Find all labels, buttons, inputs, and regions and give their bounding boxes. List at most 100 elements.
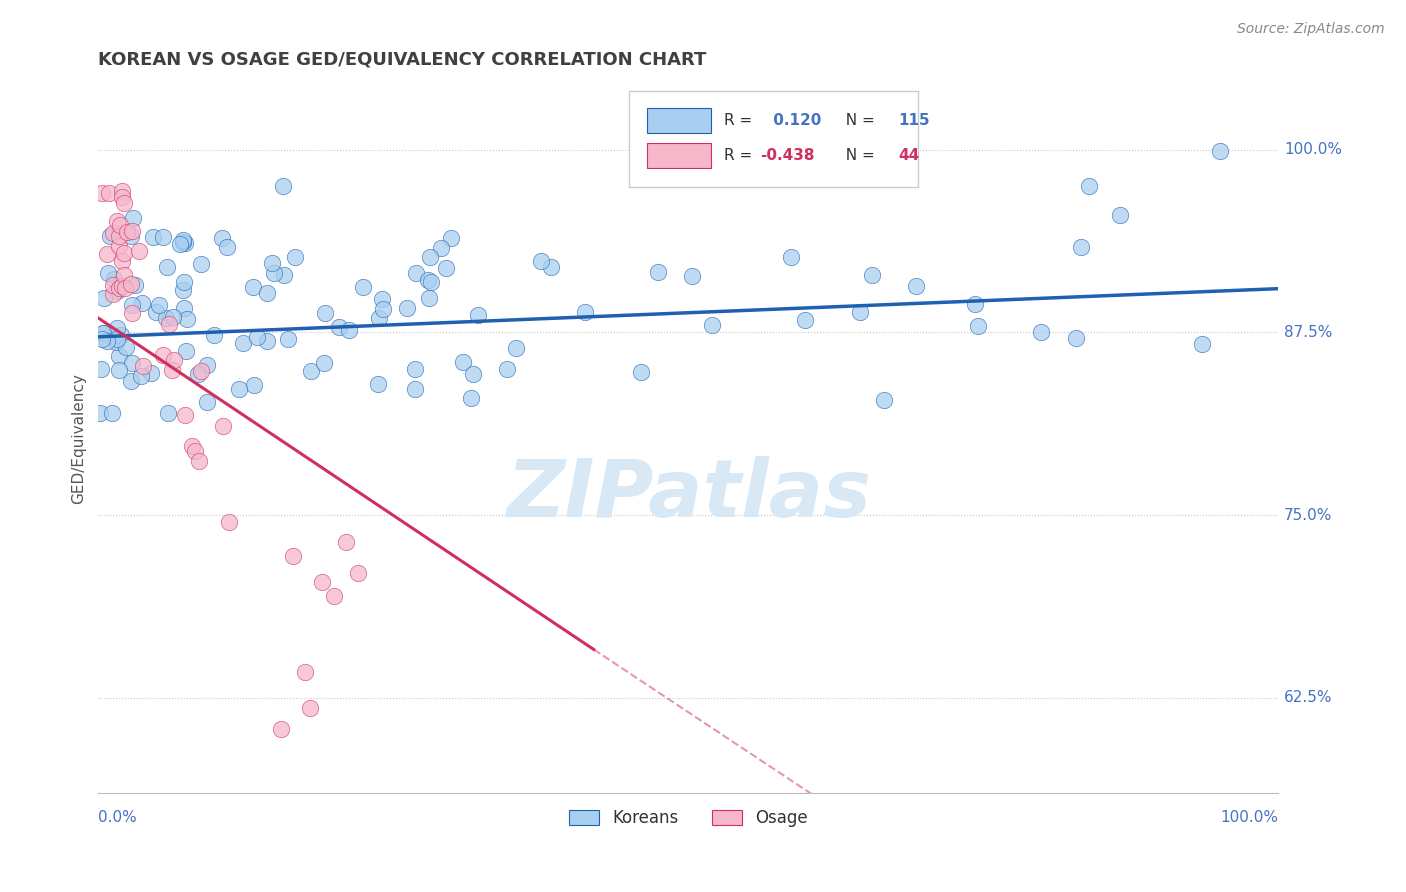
Text: -0.438: -0.438 — [761, 148, 814, 163]
Point — [160, 363, 183, 377]
Point — [104, 335, 127, 350]
Text: R =: R = — [724, 148, 756, 163]
Y-axis label: GED/Equivalency: GED/Equivalency — [72, 373, 86, 504]
Point — [169, 236, 191, 251]
Point — [115, 340, 138, 354]
Point — [103, 226, 125, 240]
Point — [190, 364, 212, 378]
Point — [152, 348, 174, 362]
Point — [93, 326, 115, 340]
Point — [107, 238, 129, 252]
Point — [211, 230, 233, 244]
Text: R =: R = — [724, 112, 756, 128]
Point — [335, 535, 357, 549]
Point — [145, 305, 167, 319]
Point — [405, 266, 427, 280]
Text: KOREAN VS OSAGE GED/EQUIVALENCY CORRELATION CHART: KOREAN VS OSAGE GED/EQUIVALENCY CORRELAT… — [98, 51, 706, 69]
Point — [176, 344, 198, 359]
Text: 62.5%: 62.5% — [1284, 690, 1333, 706]
Point — [212, 418, 235, 433]
Point — [91, 332, 114, 346]
Point — [314, 306, 336, 320]
Point — [103, 271, 125, 285]
Point — [195, 358, 218, 372]
Text: 0.0%: 0.0% — [98, 810, 136, 825]
Point — [90, 362, 112, 376]
Point — [141, 366, 163, 380]
Point — [176, 312, 198, 326]
Point — [105, 285, 128, 299]
Point — [108, 219, 131, 233]
Point — [101, 406, 124, 420]
Point — [120, 374, 142, 388]
Point — [163, 352, 186, 367]
FancyBboxPatch shape — [647, 143, 710, 169]
Point — [111, 190, 134, 204]
Point — [98, 228, 121, 243]
Point — [273, 179, 295, 194]
Point — [124, 278, 146, 293]
Point — [91, 326, 114, 340]
Point — [101, 287, 124, 301]
Point — [101, 277, 124, 292]
Point — [294, 665, 316, 680]
Point — [112, 268, 135, 282]
Point — [172, 235, 194, 249]
Point — [352, 279, 374, 293]
Point — [467, 309, 489, 323]
Point — [299, 701, 322, 715]
Point — [1070, 240, 1092, 254]
Point — [242, 280, 264, 294]
Point — [434, 261, 457, 276]
Point — [1078, 179, 1101, 194]
Point — [284, 250, 307, 264]
Point — [155, 310, 177, 325]
Point — [243, 378, 266, 392]
Point — [647, 265, 669, 279]
Point — [121, 305, 143, 319]
Point — [173, 236, 195, 251]
Point — [1066, 331, 1088, 345]
Point — [202, 327, 225, 342]
Text: 44: 44 — [898, 148, 920, 163]
Point — [152, 229, 174, 244]
Point — [181, 439, 204, 453]
Point — [173, 301, 195, 315]
Point — [396, 301, 419, 315]
Text: 87.5%: 87.5% — [1284, 325, 1333, 340]
Point — [416, 273, 439, 287]
Point — [495, 361, 517, 376]
Point — [404, 382, 426, 396]
Point — [277, 332, 299, 346]
Point — [346, 566, 368, 581]
Point — [965, 297, 987, 311]
Point — [245, 330, 267, 344]
Point — [967, 318, 990, 333]
Point — [103, 329, 125, 343]
Point — [110, 278, 132, 293]
Point — [105, 320, 128, 334]
Point — [108, 350, 131, 364]
Point — [121, 298, 143, 312]
Text: 100.0%: 100.0% — [1220, 810, 1278, 825]
Point — [263, 266, 285, 280]
Point — [430, 241, 453, 255]
Point — [111, 184, 134, 198]
Point — [120, 228, 142, 243]
Point — [367, 311, 389, 326]
Point — [630, 365, 652, 379]
Point — [337, 323, 360, 337]
Point — [91, 186, 114, 200]
FancyBboxPatch shape — [628, 91, 918, 186]
Point — [107, 281, 129, 295]
Text: ZIPatlas: ZIPatlas — [506, 456, 870, 534]
Point — [849, 305, 872, 319]
Point — [110, 254, 132, 268]
Text: N =: N = — [835, 112, 879, 128]
Point — [96, 334, 118, 348]
Point — [174, 408, 197, 422]
Point — [256, 286, 278, 301]
Point — [188, 454, 211, 468]
Point — [89, 406, 111, 420]
Legend: Koreans, Osage: Koreans, Osage — [562, 803, 814, 834]
